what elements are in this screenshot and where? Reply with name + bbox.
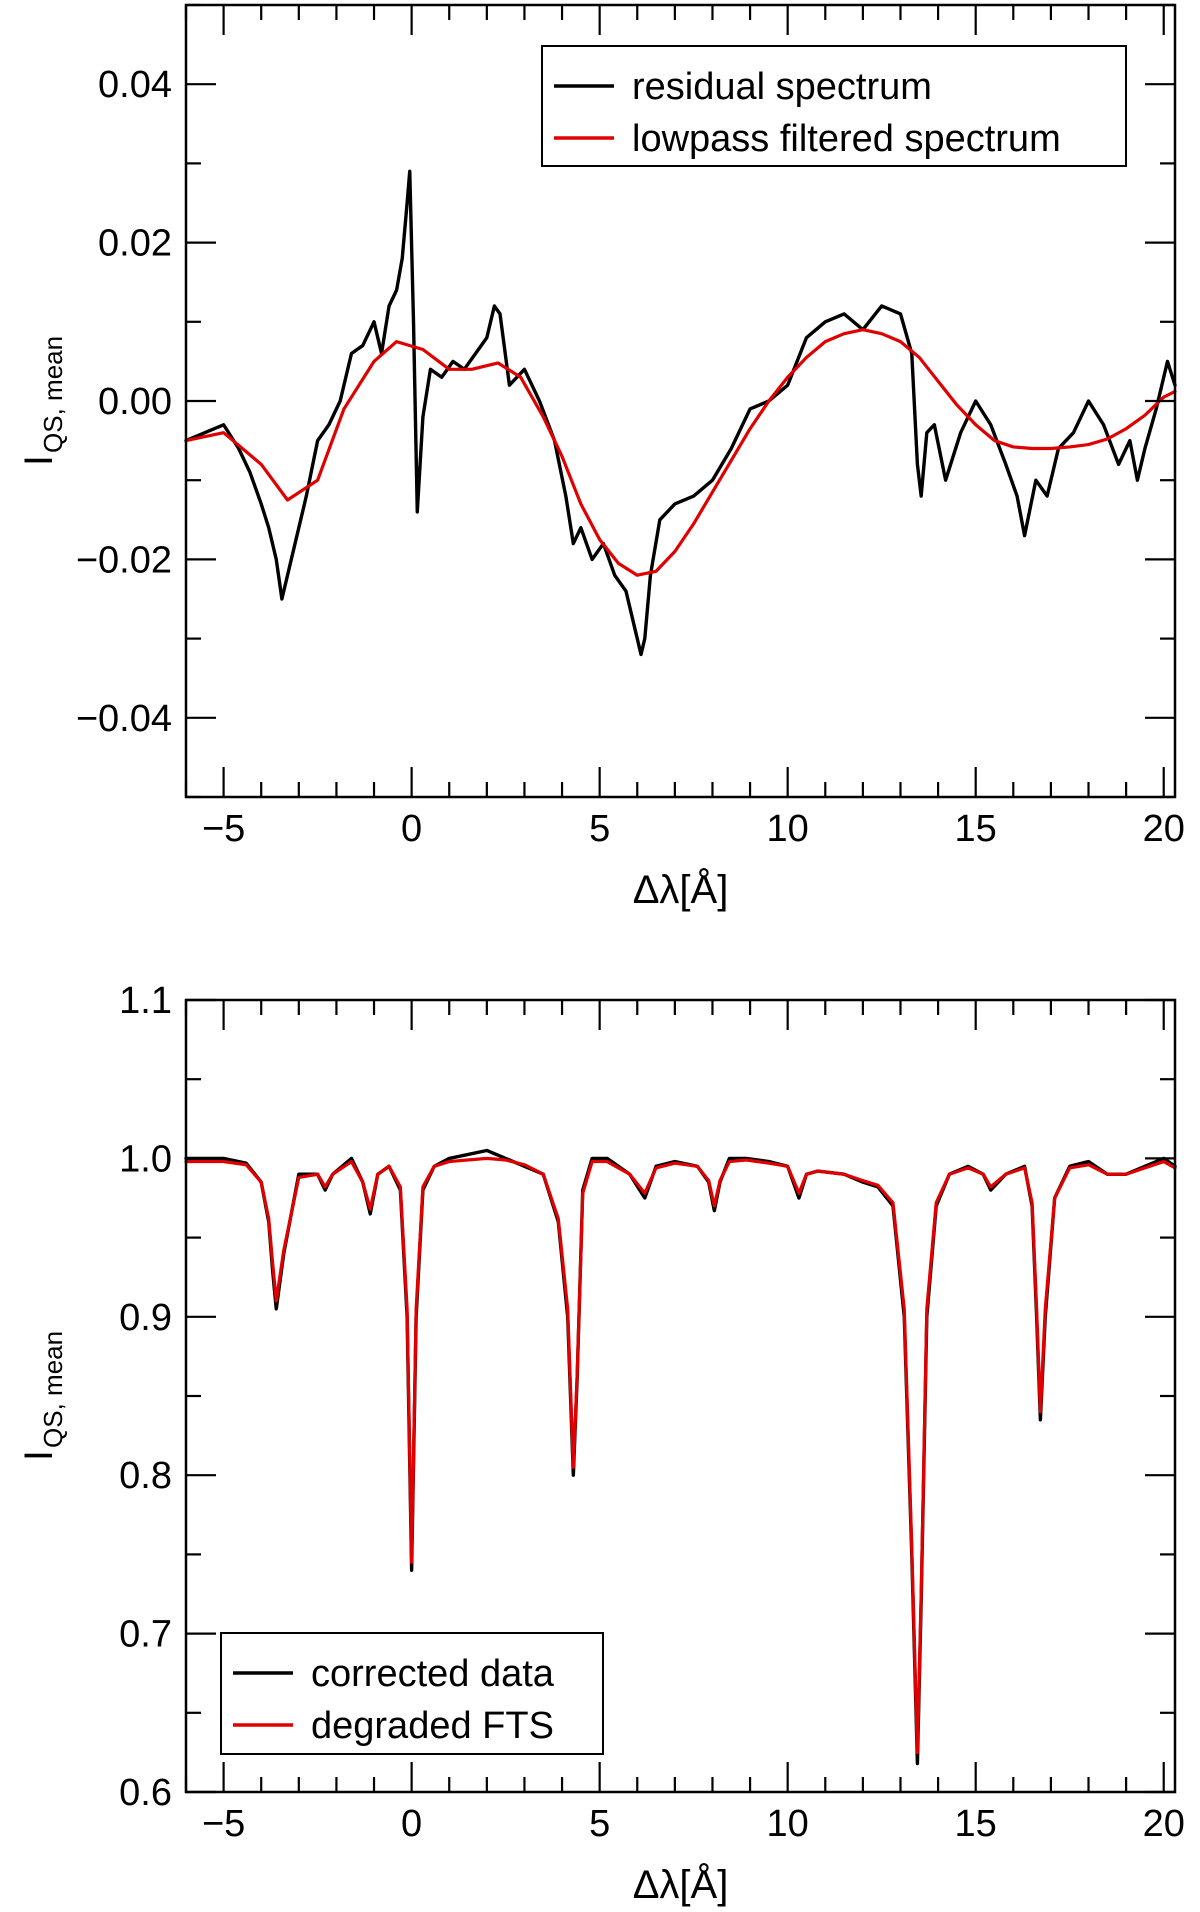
- bottom-panel: −5 0 5 10 15 20 0.6 0.7 0.8 0.9 1.0 1.1 Δλ[Å] I QS, me…: [17, 980, 1185, 1907]
- x-tick-label: 0: [401, 1803, 422, 1845]
- x-tick-label: −5: [202, 1803, 245, 1845]
- x-tick-label: 5: [589, 1803, 610, 1845]
- series-line-red: [184, 1156, 1177, 1754]
- x-tick-label: −5: [202, 808, 245, 850]
- x-tick-label: 20: [1143, 1803, 1185, 1845]
- legend-label: lowpass filtered spectrum: [632, 118, 1061, 160]
- series-line-red: [184, 328, 1177, 577]
- y-tick-label: 0.7: [119, 1614, 172, 1656]
- y-axis-label-main: I: [17, 1450, 61, 1461]
- y-tick-label: 0.02: [98, 223, 172, 265]
- x-tick-label: 15: [955, 1803, 997, 1845]
- x-axis-label: Δλ[Å]: [633, 867, 729, 912]
- x-tick-label: 10: [767, 1803, 809, 1845]
- legend-box: [220, 1632, 604, 1755]
- series-line-black: [184, 169, 1177, 657]
- x-tick-label: 0: [401, 808, 422, 850]
- y-tick-label: 0.6: [119, 1772, 172, 1814]
- legend-box: [541, 45, 1127, 167]
- y-tick-label: 0.9: [119, 1297, 172, 1339]
- y-axis-label: I QS, mean: [17, 336, 68, 466]
- legend-label: residual spectrum: [632, 66, 932, 108]
- legend-label: degraded FTS: [311, 1705, 554, 1747]
- y-tick-label: 1.1: [119, 980, 172, 1022]
- top-panel: −5 0 5 10 15 20 −0.04 −0.02 0.00 0.02 0.04 Δλ[Å] I QS…: [17, 3, 1185, 912]
- y-axis-label: I QS, mean: [17, 1331, 68, 1461]
- y-tick-label: 0.04: [98, 64, 172, 106]
- legend-label: corrected data: [311, 1653, 555, 1695]
- x-tick-label: 20: [1143, 808, 1185, 850]
- y-tick-label: −0.04: [76, 698, 172, 740]
- y-tick-label: 0.8: [119, 1455, 172, 1497]
- y-axis-label-subscript: QS, mean: [38, 336, 68, 453]
- x-tick-label: 15: [955, 808, 997, 850]
- y-tick-label: 1.0: [119, 1138, 172, 1180]
- y-axis-label-subscript: QS, mean: [38, 1331, 68, 1448]
- y-tick-label: −0.02: [76, 539, 172, 581]
- x-tick-label: 10: [767, 808, 809, 850]
- x-tick-label: 5: [589, 808, 610, 850]
- x-axis-label: Δλ[Å]: [633, 1862, 729, 1907]
- y-tick-label: 0.00: [98, 381, 172, 423]
- y-axis-label-main: I: [17, 455, 61, 466]
